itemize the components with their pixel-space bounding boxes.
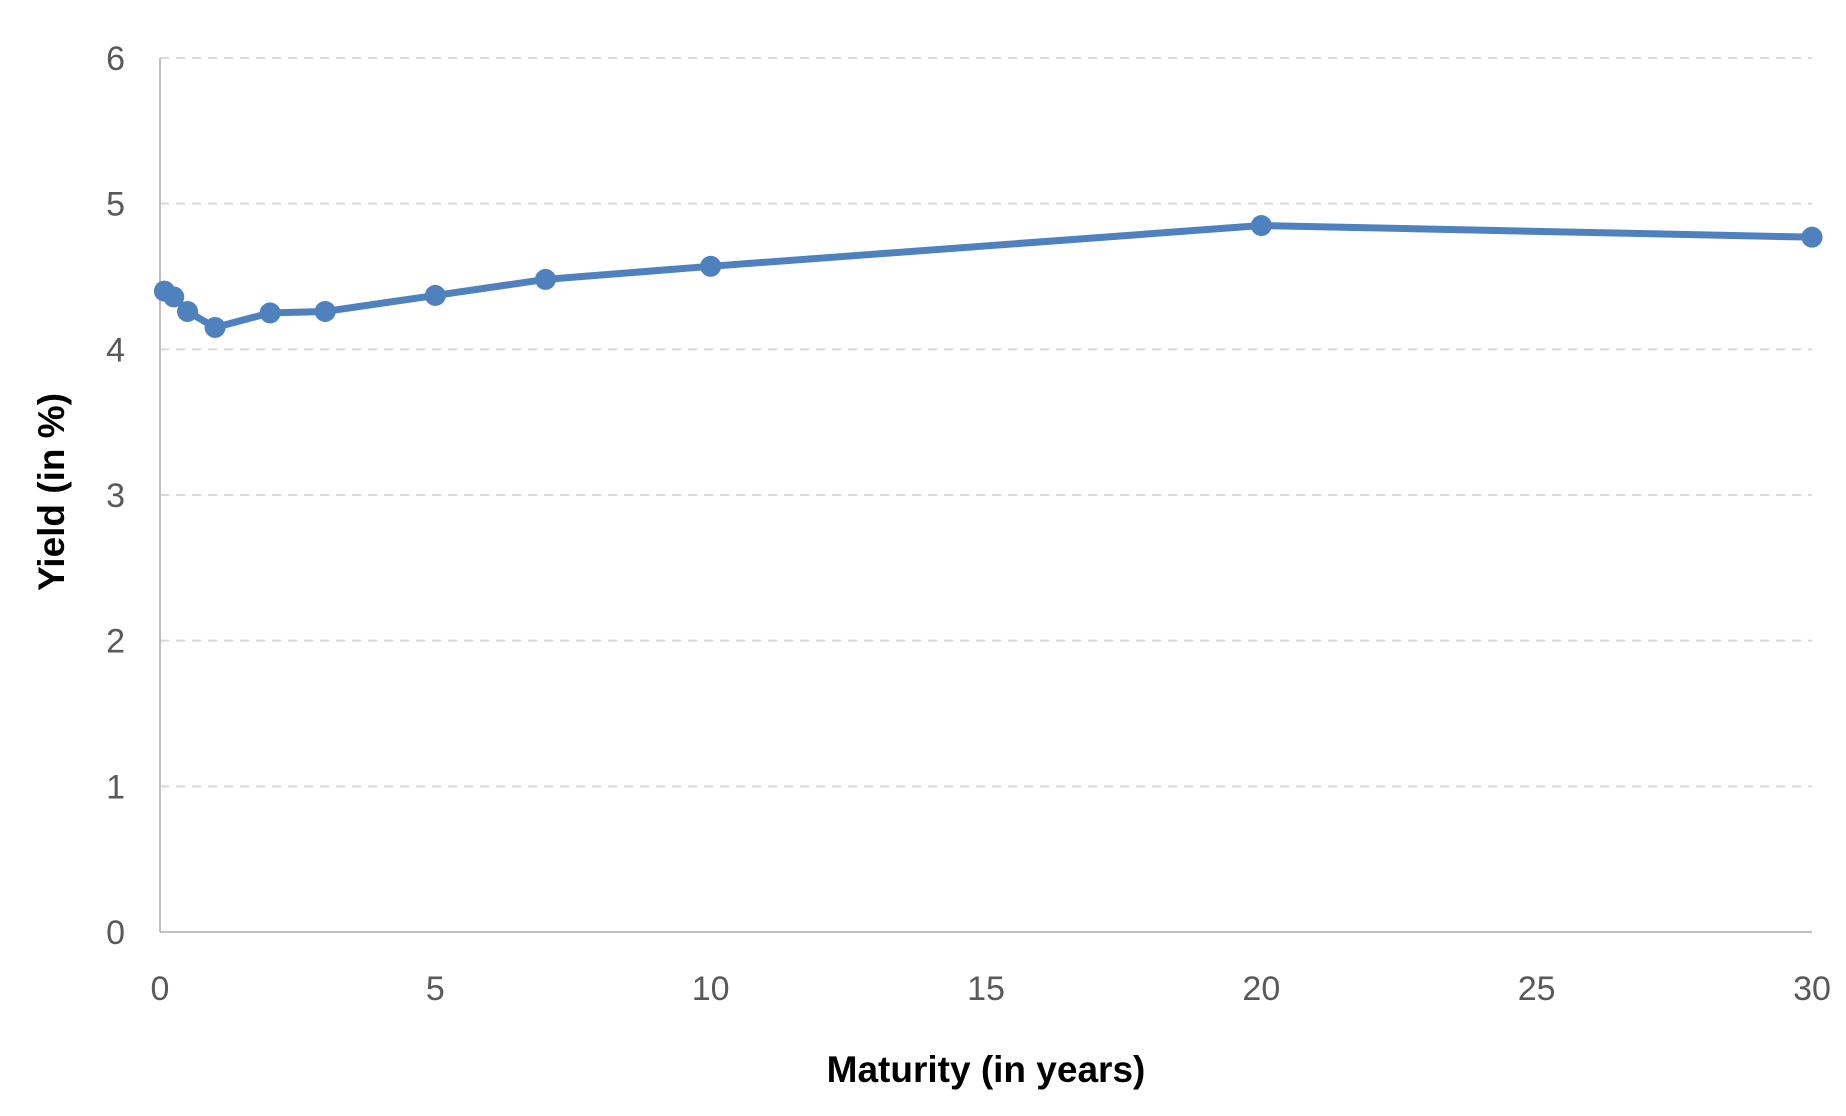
y-axis-title: Yield (in %) bbox=[31, 392, 72, 592]
y-tick-label: 5 bbox=[106, 186, 125, 224]
x-tick-label: 5 bbox=[426, 970, 445, 1008]
x-tick-label: 0 bbox=[151, 970, 170, 1008]
data-point bbox=[314, 300, 336, 322]
x-tick-label: 15 bbox=[967, 970, 1005, 1008]
data-point bbox=[424, 284, 446, 306]
data-point bbox=[177, 300, 199, 322]
data-point bbox=[163, 286, 185, 308]
y-tick-label: 3 bbox=[106, 477, 125, 515]
series-line bbox=[160, 222, 1816, 331]
data-point bbox=[534, 268, 556, 290]
y-tick-label: 2 bbox=[106, 623, 125, 661]
x-tick-label: 25 bbox=[1518, 970, 1556, 1008]
y-tick-label: 4 bbox=[106, 331, 125, 369]
y-tick-label: 0 bbox=[106, 914, 125, 952]
y-tick-label: 6 bbox=[106, 40, 125, 78]
data-point bbox=[1801, 226, 1823, 248]
x-tick-label: 10 bbox=[692, 970, 730, 1008]
x-tick-label: 30 bbox=[1793, 970, 1831, 1008]
data-point bbox=[700, 255, 722, 277]
x-tick-labels: 0 5 10 15 20 25 30 bbox=[151, 970, 1831, 1008]
x-tick-label: 20 bbox=[1242, 970, 1280, 1008]
gridlines bbox=[160, 57, 1812, 788]
data-point bbox=[1250, 215, 1272, 237]
y-tick-labels: 0 1 2 3 4 5 6 bbox=[106, 40, 125, 952]
y-tick-label: 1 bbox=[106, 768, 125, 806]
x-axis-title: Maturity (in years) bbox=[826, 1049, 1146, 1090]
series-markers bbox=[153, 215, 1823, 338]
data-point bbox=[259, 302, 281, 324]
data-point bbox=[204, 316, 226, 338]
